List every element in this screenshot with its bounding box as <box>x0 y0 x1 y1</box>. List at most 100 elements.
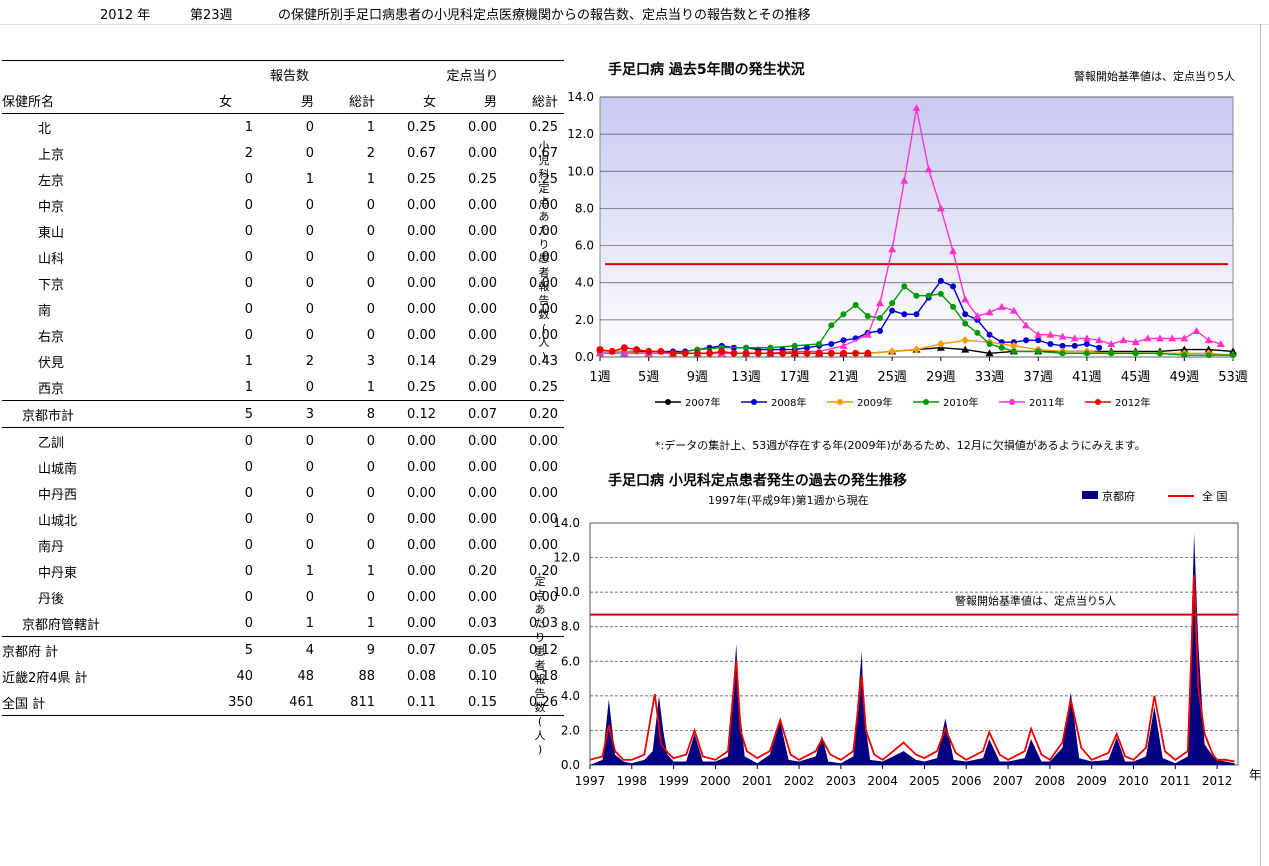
data-point <box>633 346 641 354</box>
cell-value: 1 <box>366 379 375 395</box>
data-point <box>1022 321 1031 329</box>
data-point <box>864 313 871 320</box>
data-point <box>779 349 787 357</box>
data-point <box>961 336 970 345</box>
y-tick-label: 12.0 <box>567 127 594 141</box>
row-name: 中京 <box>38 199 65 215</box>
row-name: 乙訓 <box>2 427 198 454</box>
data-point <box>1070 334 1079 342</box>
y-axis-label-char: 者 <box>535 659 546 672</box>
cell-value: 0.00 <box>407 327 436 343</box>
x-tick-label: 9週 <box>687 370 708 385</box>
history-area-chart: 手足口病 小児科定点患者発生の過去の発生推移 1997年(平成9年)第1週から現在… <box>535 472 1262 788</box>
cell-value: 0 <box>305 537 314 553</box>
cell-value: 0 <box>244 249 253 265</box>
row-name: 西京 <box>38 381 65 397</box>
data-point <box>1023 337 1030 344</box>
cell-value: 0.11 <box>381 689 442 716</box>
cell-value: 0.67 <box>529 145 558 161</box>
legend-marker <box>665 399 671 405</box>
y-tick-label: 2.0 <box>575 313 594 327</box>
cell-value: 8 <box>320 400 381 428</box>
cell-value: 0 <box>305 197 314 213</box>
top-divider <box>0 24 1269 25</box>
chart-footnote: *:データの集計上、53週が存在する年(2009年)があるため、12月に欠損値が… <box>655 438 1146 450</box>
cell-value: 9 <box>320 636 381 663</box>
cell-value: 1 <box>244 379 253 395</box>
y-axis-label-char: 報 <box>539 280 550 293</box>
y-axis-label-char: 数 <box>539 308 550 321</box>
data-point <box>912 345 921 354</box>
data-point <box>1009 341 1018 350</box>
cell-value: 0 <box>366 249 375 265</box>
column-header: 男 <box>442 87 503 114</box>
x-tick-label: 37週 <box>1023 370 1053 385</box>
column-header: 男 <box>259 87 320 114</box>
cell-value: 0 <box>244 275 253 291</box>
data-point <box>1107 340 1116 347</box>
cell-value: 0 <box>366 485 375 501</box>
data-point <box>767 344 774 351</box>
y-tick-label: 8.0 <box>561 620 580 634</box>
cell-value: 5 <box>198 636 259 663</box>
y-axis-label-char: 定 <box>535 574 546 588</box>
x-tick-label: 49週 <box>1170 370 1200 385</box>
table-row: 西京 1 0 1 0.25 0.00 0.25 <box>2 374 564 401</box>
table-row: 丹後 0 0 0 0.00 0.00 0.00 <box>2 584 564 610</box>
report-table: 報告数 定点当り 保健所名 女 男 総計 女 男 総計 北 1 0 1 0.25 0.00… <box>2 60 564 716</box>
x-tick-label: 33週 <box>975 370 1005 385</box>
data-point <box>937 290 944 297</box>
x-tick-label: 29週 <box>926 370 956 385</box>
cell-value: 1 <box>305 615 314 631</box>
data-point <box>839 341 848 349</box>
cell-value: 0 <box>366 459 375 475</box>
cell-value: 0.25 <box>407 379 436 395</box>
y-tick-label: 10.0 <box>553 585 580 599</box>
data-point <box>950 303 957 310</box>
x-tick-label: 41週 <box>1072 370 1102 385</box>
row-name: 上京 <box>38 147 65 163</box>
data-point <box>936 340 945 348</box>
data-point <box>1009 306 1018 314</box>
table-row: 北 1 0 1 0.25 0.00 0.25 <box>2 114 564 141</box>
legend-marker <box>837 399 843 405</box>
cell-value: 811 <box>320 689 381 716</box>
y-axis-label-char: 小 <box>539 140 550 153</box>
cell-value: 0 <box>244 563 253 579</box>
row-name: 中丹東 <box>38 565 78 581</box>
legend-label: 2010年 <box>943 396 978 409</box>
cell-value: 0.00 <box>407 615 436 631</box>
data-point <box>1156 350 1163 357</box>
column-header: 総計 <box>320 87 381 114</box>
data-point <box>986 341 993 347</box>
cell-value: 2 <box>305 353 314 369</box>
data-point <box>863 330 872 338</box>
plot-area <box>599 96 1234 358</box>
x-tick-label: 45週 <box>1121 370 1151 385</box>
row-name: 南丹 <box>38 539 65 555</box>
cell-value: 0.00 <box>407 249 436 265</box>
cell-value: 0 <box>305 249 314 265</box>
y-axis-label-char: 点 <box>539 196 550 209</box>
series-line <box>589 574 1235 763</box>
x-tick-label: 53週 <box>1218 370 1248 385</box>
data-point <box>620 349 629 357</box>
data-point <box>730 349 738 357</box>
cell-value: 0.00 <box>468 327 497 343</box>
cell-value: 1 <box>244 119 253 135</box>
cell-value: 0 <box>244 537 253 553</box>
cell-value: 0.00 <box>407 485 436 501</box>
y-tick-label: 14.0 <box>553 516 580 530</box>
cell-value: 0.00 <box>529 223 558 239</box>
cell-value: 0.00 <box>407 459 436 475</box>
cell-value: 461 <box>259 689 320 716</box>
data-point <box>1205 352 1212 359</box>
data-point <box>718 347 726 355</box>
data-point <box>876 315 883 321</box>
cell-value: 0 <box>320 427 381 454</box>
cell-value: 1 <box>366 171 375 187</box>
chart-note: 警報開始基準値は、定点当り5人 <box>1074 69 1235 83</box>
y-axis-label-char: ( <box>538 715 542 728</box>
cell-value: 0.00 <box>529 459 558 475</box>
table-row: 南丹 0 0 0 0.00 0.00 0.00 <box>2 532 564 558</box>
